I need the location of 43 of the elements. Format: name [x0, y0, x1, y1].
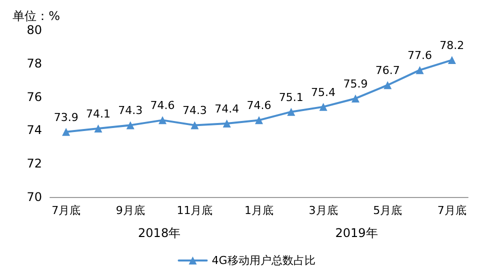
point — [448, 56, 456, 64]
data-label: 74.3 — [182, 104, 207, 118]
text: 2018年 — [138, 226, 181, 240]
point — [351, 94, 360, 102]
y-tick-label: 72 — [26, 156, 42, 171]
x-tick-label: 7月底 — [52, 204, 81, 217]
x-tick-label: 11月底 — [176, 204, 213, 217]
data-label: 77.6 — [408, 49, 432, 62]
data-label: 75.9 — [343, 77, 368, 90]
data-label: 75.4 — [311, 86, 336, 99]
data-label: 74.3 — [118, 104, 143, 118]
point — [190, 121, 199, 130]
y-tick-label: 76 — [26, 90, 42, 104]
y-tick-label: 78 — [26, 56, 42, 70]
x-tick-label: 1月底 — [244, 204, 274, 217]
data-label: 73.9 — [54, 110, 78, 124]
point — [319, 102, 328, 111]
data-label: 74.6 — [246, 99, 272, 112]
data-label: 78.2 — [440, 39, 464, 52]
data-label: 74.4 — [214, 102, 240, 116]
point — [416, 66, 424, 74]
point — [158, 116, 167, 124]
data-label: 74.6 — [150, 99, 175, 112]
x-tick-label: 9月底 — [116, 204, 145, 217]
y-tick-label: 80 — [26, 23, 42, 37]
point — [287, 108, 296, 116]
legend-label: 4G移动用户总数占比 — [212, 254, 316, 267]
y-tick-label: 74 — [26, 123, 42, 138]
x-tick-label: 3月底 — [308, 204, 338, 217]
point — [255, 116, 263, 124]
x-tick-label: 7月底 — [437, 204, 466, 217]
data-label: 76.7 — [375, 64, 400, 78]
y-tick-label: 70 — [26, 190, 42, 204]
point — [126, 121, 134, 130]
point — [222, 120, 231, 128]
y-axis-title: 单位：% — [12, 9, 60, 23]
point — [62, 128, 70, 136]
point — [384, 81, 392, 90]
x-tick-label: 5月底 — [373, 204, 402, 217]
data-label: 75.1 — [278, 90, 304, 104]
data-label: 74.1 — [86, 108, 110, 121]
text: 2019年 — [335, 226, 378, 240]
point — [94, 124, 102, 133]
